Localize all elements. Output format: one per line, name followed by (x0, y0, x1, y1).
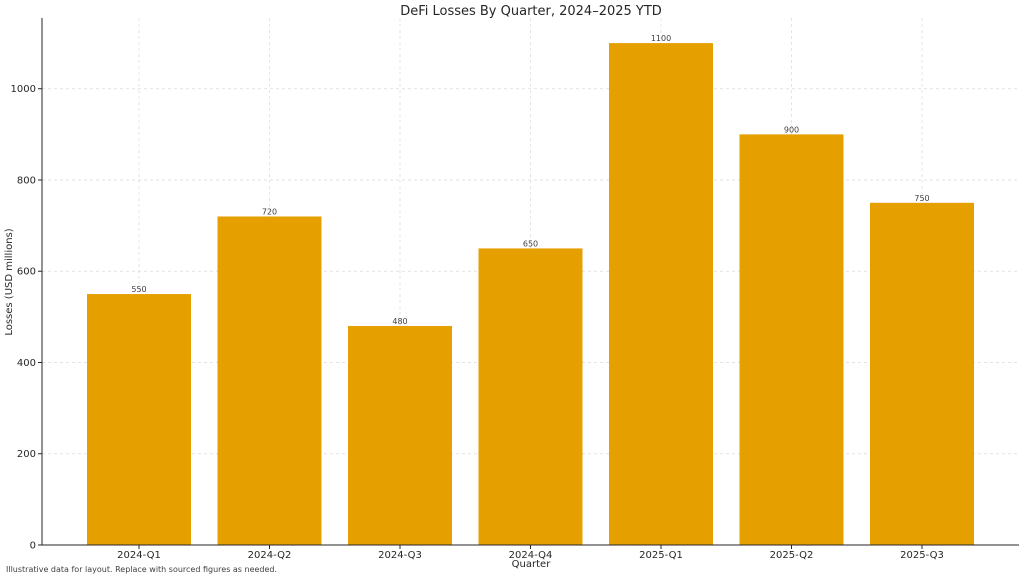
y-tick-label: 1000 (11, 84, 36, 95)
data-label: 650 (523, 239, 538, 248)
data-label: 900 (784, 125, 799, 134)
data-label: 550 (131, 285, 146, 294)
bar (870, 202, 974, 545)
y-axis-label: Losses (USD millions) (4, 228, 15, 335)
data-labels: 550 720 480 650 1100 900 750 (131, 34, 929, 326)
x-tick-label: 2024-Q3 (378, 550, 422, 561)
x-tick-label: 2024-Q2 (248, 550, 292, 561)
bars (87, 43, 974, 545)
y-tick-label: 200 (17, 449, 36, 460)
x-ticks: 2024-Q1 2024-Q2 2024-Q3 2024-Q4 2025-Q1 2025-… (117, 545, 944, 561)
y-ticks: 0 200 400 600 800 1000 (11, 84, 42, 552)
y-tick-label: 600 (17, 267, 36, 278)
y-tick-label: 800 (17, 175, 36, 186)
x-tick-label: 2025-Q1 (639, 550, 683, 561)
y-tick-label: 400 (17, 358, 36, 369)
footnote: Illustrative data for layout. Replace wi… (6, 565, 277, 574)
bar (348, 325, 452, 545)
bar (87, 294, 191, 545)
bar (739, 134, 844, 545)
y-tick-label: 0 (30, 541, 36, 552)
data-label: 750 (914, 194, 929, 203)
bar (217, 216, 322, 545)
data-label: 480 (392, 317, 407, 326)
x-tick-label: 2024-Q4 (509, 550, 553, 561)
bar (478, 248, 583, 545)
data-label: 720 (262, 207, 277, 216)
x-tick-label: 2025-Q2 (770, 550, 814, 561)
x-tick-label: 2025-Q3 (900, 550, 944, 561)
bar (609, 43, 713, 545)
x-axis-label: Quarter (512, 559, 552, 570)
x-tick-label: 2024-Q1 (117, 550, 161, 561)
data-label: 1100 (651, 34, 671, 43)
chart-title: DeFi Losses By Quarter, 2024–2025 YTD (400, 4, 662, 19)
